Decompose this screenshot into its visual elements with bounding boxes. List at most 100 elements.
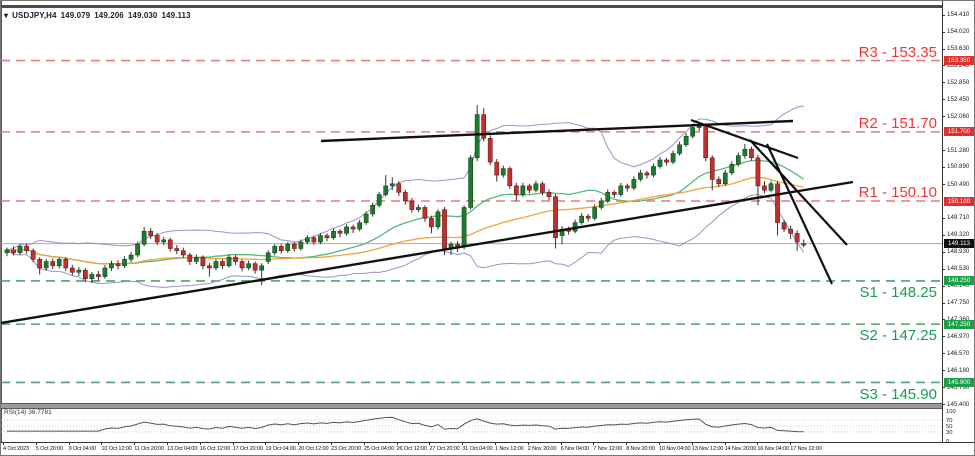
candle-bullish bbox=[331, 230, 336, 238]
candle-bullish bbox=[246, 263, 251, 269]
support-label-s2[interactable]: S2 - 147.25 bbox=[859, 327, 937, 344]
price-tick-label: 154.410 bbox=[947, 11, 970, 19]
candle-bullish bbox=[383, 185, 389, 195]
price-tick-mark bbox=[942, 370, 945, 372]
price-tick-mark bbox=[942, 65, 945, 67]
candle-bearish bbox=[311, 237, 317, 243]
candle-bullish bbox=[729, 164, 735, 174]
candle-bearish bbox=[233, 256, 238, 262]
candle-bearish bbox=[625, 185, 630, 189]
price-tick-label: 149.320 bbox=[947, 231, 970, 239]
time-tick-mark bbox=[396, 443, 398, 445]
time-tick-mark bbox=[560, 443, 562, 445]
time-tick-mark bbox=[331, 443, 332, 445]
time-axis[interactable]: 4 Oct 2023 5 Oct 20:00 9 Oct 04:00 10 Oct 1… bbox=[1, 443, 974, 455]
candle-bearish bbox=[324, 235, 330, 238]
candle-bearish bbox=[781, 222, 787, 230]
price-tick-label: 152.060 bbox=[947, 112, 970, 120]
candle-bearish bbox=[755, 157, 761, 187]
price-level-badge: 147.250 bbox=[944, 319, 974, 329]
candle-bearish bbox=[83, 269, 88, 280]
trendline-ascending-support[interactable] bbox=[1, 180, 854, 325]
candle-bullish bbox=[657, 159, 663, 167]
candle-bullish bbox=[500, 168, 506, 176]
window-left-border bbox=[1, 1, 2, 455]
candle-bullish bbox=[683, 135, 689, 146]
time-tick-mark bbox=[462, 443, 464, 445]
price-tick-mark bbox=[942, 14, 945, 16]
candle-bullish bbox=[298, 241, 304, 249]
candle-bullish bbox=[801, 243, 807, 246]
price-chart-canvas[interactable] bbox=[1, 1, 942, 403]
candle-bullish bbox=[265, 252, 271, 262]
candle-bearish bbox=[220, 261, 225, 267]
price-tick-mark bbox=[942, 31, 945, 33]
candle-bearish bbox=[513, 185, 519, 195]
moving-average-fast bbox=[6, 159, 805, 265]
candle-bearish bbox=[553, 196, 558, 238]
price-tick-mark bbox=[942, 234, 945, 236]
resistance-label-r3[interactable]: R3 - 153.35 bbox=[858, 44, 937, 61]
support-label-s1[interactable]: S1 - 148.25 bbox=[859, 284, 937, 301]
candle-bullish bbox=[468, 157, 473, 208]
price-tick-label: 154.020 bbox=[947, 28, 970, 36]
price-tick-mark bbox=[942, 99, 945, 101]
support-label-s3[interactable]: S3 - 145.90 bbox=[859, 386, 937, 403]
price-tick-mark bbox=[942, 48, 945, 50]
candle-bullish bbox=[135, 243, 140, 256]
time-label: 11 Oct 20:00 bbox=[134, 446, 165, 452]
candle-bearish bbox=[703, 125, 709, 159]
price-tick-mark bbox=[942, 116, 945, 118]
candle-bullish bbox=[618, 185, 624, 195]
time-tick-mark bbox=[265, 443, 267, 445]
time-label: 23 Oct 20:00 bbox=[331, 446, 362, 452]
time-label: 8 Nov 20:00 bbox=[626, 446, 655, 452]
candle-bearish bbox=[239, 261, 245, 269]
candle-bearish bbox=[96, 274, 101, 277]
price-tick-label: 148.140 bbox=[947, 282, 970, 290]
time-label: 10 Oct 12:00 bbox=[101, 446, 132, 452]
resistance-label-r1[interactable]: R1 - 150.10 bbox=[858, 184, 937, 201]
candle-bearish bbox=[252, 263, 258, 271]
candle-bearish bbox=[50, 261, 56, 267]
candle-bullish bbox=[43, 261, 49, 269]
candle-bullish bbox=[461, 207, 467, 247]
trendline-descending-fan-3[interactable] bbox=[766, 143, 833, 285]
price-axis[interactable]: 154.410 154.020 153.630 153.240 152.850 152.4… bbox=[942, 1, 974, 442]
time-label: 14 Nov 20:00 bbox=[724, 446, 757, 452]
candle-bearish bbox=[762, 185, 767, 191]
candle-bullish bbox=[56, 259, 62, 267]
price-tick-label: 153.630 bbox=[947, 45, 970, 52]
trendline-descending-fan-1[interactable] bbox=[690, 118, 799, 160]
time-tick-mark bbox=[134, 443, 136, 445]
candle-bearish bbox=[24, 246, 29, 251]
price-tick-mark bbox=[942, 302, 945, 304]
candle-bearish bbox=[174, 248, 180, 251]
trendline-descending-fan-2[interactable] bbox=[749, 139, 848, 246]
time-label: 20 Oct 12:00 bbox=[298, 446, 329, 452]
time-tick-mark bbox=[298, 443, 300, 445]
candle-bullish bbox=[102, 267, 108, 277]
trendline-peak-resistance[interactable] bbox=[320, 119, 794, 143]
candle-bearish bbox=[11, 249, 16, 254]
rsi-indicator-canvas[interactable] bbox=[1, 407, 942, 442]
time-tick-mark bbox=[659, 443, 660, 445]
price-tick-label: 153.240 bbox=[947, 61, 970, 69]
price-tick-mark bbox=[942, 166, 945, 168]
candle-bullish bbox=[579, 215, 584, 223]
candle-bullish bbox=[605, 192, 611, 202]
bollinger-upper-band bbox=[6, 105, 804, 251]
candle-bearish bbox=[507, 168, 513, 187]
candle-bullish bbox=[670, 153, 676, 163]
candle-bullish bbox=[305, 237, 310, 243]
candle-bullish bbox=[194, 256, 199, 262]
candle-bullish bbox=[416, 207, 421, 210]
panel-resize-splitter[interactable] bbox=[1, 403, 974, 409]
candle-bearish bbox=[611, 192, 617, 195]
price-tick-label: 148.930 bbox=[947, 248, 970, 256]
rsi-scale-label: 100 bbox=[946, 408, 956, 415]
resistance-label-r2[interactable]: R2 - 151.70 bbox=[858, 115, 937, 132]
candle-bullish bbox=[259, 265, 265, 271]
candle-bearish bbox=[148, 230, 154, 236]
